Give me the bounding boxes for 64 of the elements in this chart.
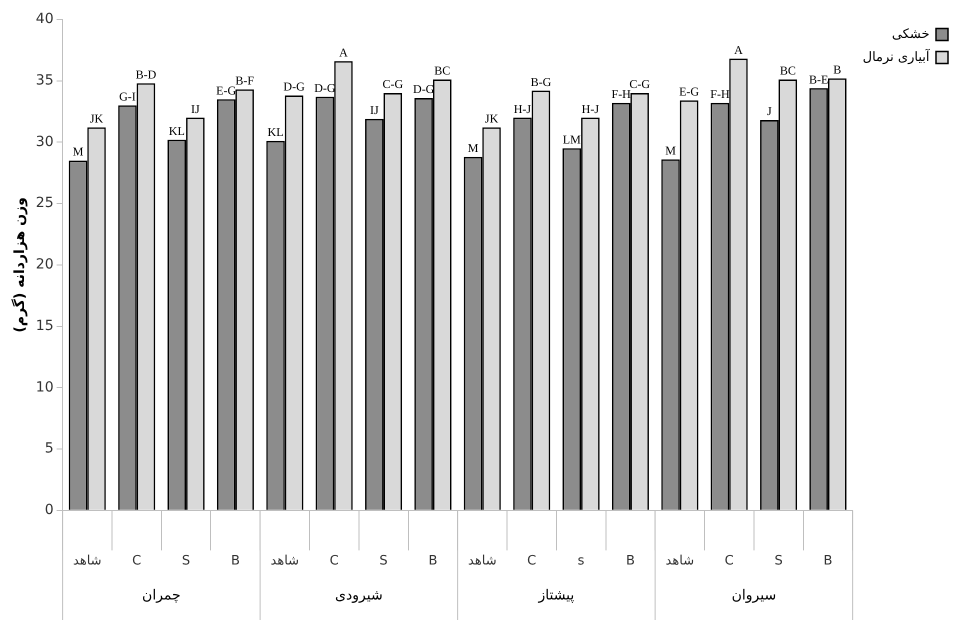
data-label: C-G — [629, 77, 650, 92]
data-label: BC — [434, 64, 450, 78]
data-label: KL — [268, 125, 284, 140]
y-tick-label: 10 — [36, 379, 54, 396]
data-label: IJ — [370, 102, 379, 117]
data-label: H-J — [582, 102, 600, 116]
text: چمران — [142, 588, 181, 604]
data-label: B-F — [235, 74, 254, 88]
x-tick-label: B — [428, 554, 438, 569]
data-label: LM — [562, 132, 582, 146]
data-label: JK — [90, 112, 104, 126]
data-label: IJ — [190, 102, 200, 116]
x-tick-label: C — [330, 554, 339, 569]
legend-label: آبیاری نرمال — [862, 48, 931, 65]
data-label: F-H — [612, 87, 632, 102]
data-label: E-G — [679, 84, 700, 99]
data-label: E-G — [216, 83, 236, 98]
y-tick-label: 35 — [36, 72, 54, 88]
x-tick-label: S — [182, 554, 190, 569]
x-tick-label: شاهد — [666, 554, 694, 569]
y-tick-label: 25 — [36, 195, 54, 212]
x-tick-label: C — [527, 554, 536, 569]
data-label: B — [833, 62, 842, 76]
x-tick-label: C — [724, 554, 734, 569]
x-tick-label: شاهد — [73, 554, 102, 569]
y-axis-title: وزن هزاردانه (گرم) — [11, 197, 28, 333]
data-label: A — [734, 42, 744, 57]
x-tick-label: شاهد — [270, 554, 300, 569]
data-label: A — [339, 45, 348, 60]
data-label: M — [665, 143, 676, 158]
data-label: D-G — [283, 80, 306, 94]
data-label: M — [468, 141, 479, 156]
data-label: BC — [780, 64, 796, 78]
y-tick-label: 40 — [36, 11, 54, 28]
x-tick-label: B — [230, 554, 240, 569]
text: پیشتاز — [537, 588, 574, 604]
data-label: D-G — [314, 80, 336, 95]
y-tick-label: 0 — [44, 502, 54, 518]
x-tick-label: B — [626, 554, 635, 569]
data-label: G-I — [119, 89, 136, 104]
y-tick-label: 15 — [36, 318, 54, 334]
data-label: F-H — [710, 87, 730, 102]
data-label: B-D — [136, 67, 157, 82]
y-tick-label: 5 — [44, 440, 54, 457]
x-tick-label: S — [379, 554, 388, 569]
x-tick-label: C — [132, 554, 142, 569]
data-label: B-E — [809, 72, 828, 86]
x-tick-label: s — [578, 554, 585, 569]
data-label: H-J — [514, 102, 532, 116]
y-tick-label: 20 — [36, 256, 54, 273]
data-label: M — [72, 144, 84, 159]
data-label: D-G — [413, 82, 435, 96]
legend-label: خشکی — [892, 26, 930, 42]
y-tick-label: 30 — [36, 134, 54, 150]
data-label: C-G — [382, 77, 404, 92]
data-label: B-G — [530, 74, 552, 89]
text: شیرودی — [335, 588, 383, 604]
data-label: KL — [168, 124, 185, 138]
x-tick-label: S — [774, 554, 783, 569]
data-label: J — [766, 104, 772, 118]
x-tick-label: B — [823, 554, 832, 569]
data-label: JK — [484, 112, 499, 126]
x-tick-label: شاهد — [468, 554, 497, 569]
text: سیروان — [732, 588, 776, 604]
